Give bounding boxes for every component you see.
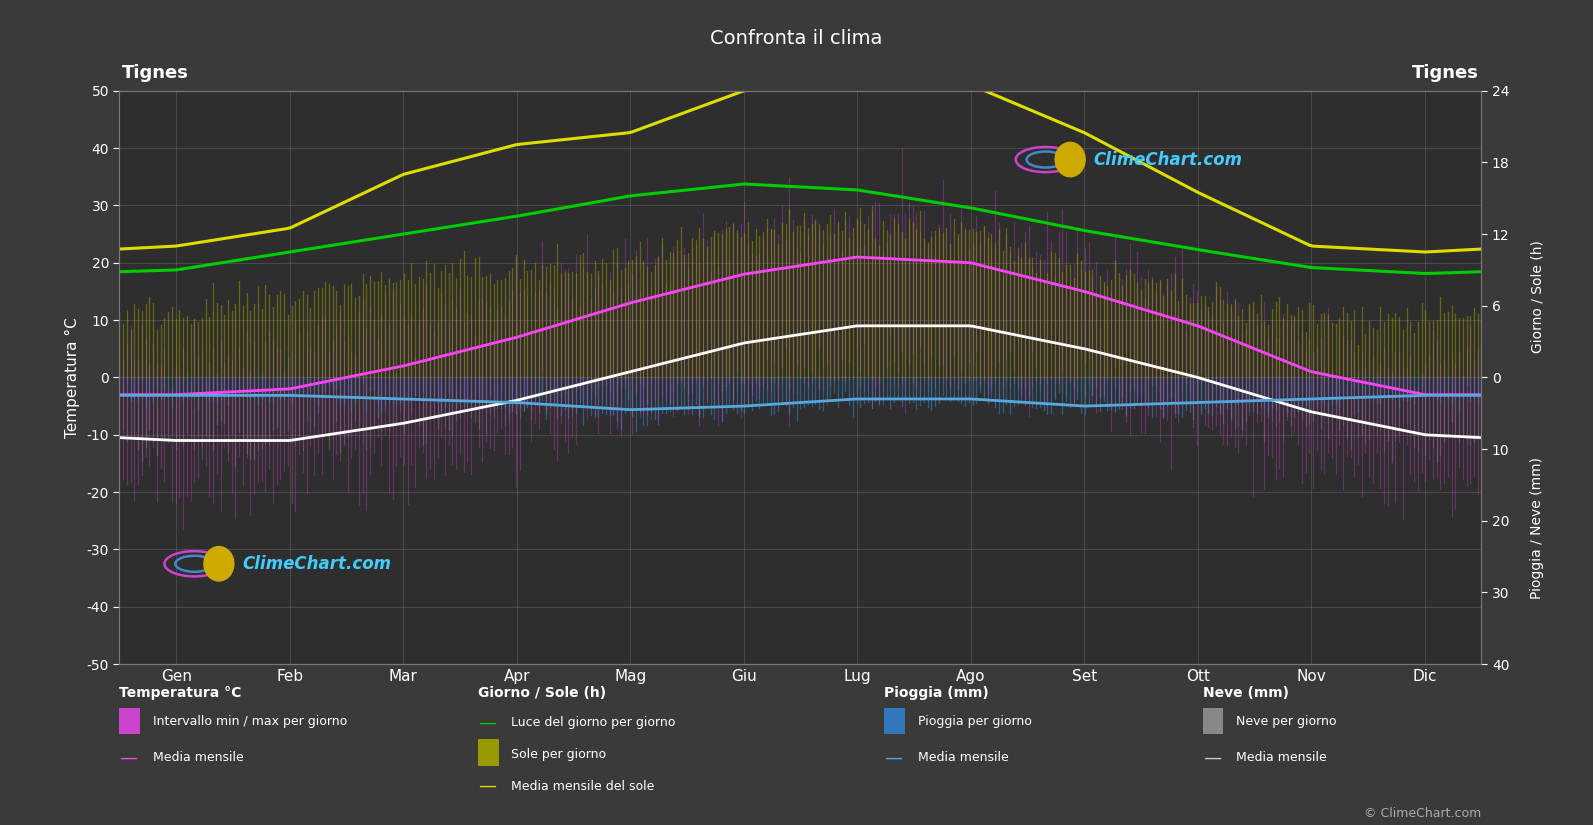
Text: Tignes: Tignes <box>1411 64 1478 82</box>
Text: Pioggia (mm): Pioggia (mm) <box>884 686 989 700</box>
Text: Media mensile: Media mensile <box>918 752 1008 765</box>
Text: Giorno / Sole (h): Giorno / Sole (h) <box>1531 241 1544 353</box>
Text: ClimeChart.com: ClimeChart.com <box>242 554 390 573</box>
Text: Tignes: Tignes <box>123 64 190 82</box>
Text: Sole per giorno: Sole per giorno <box>511 748 607 761</box>
Text: Giorno / Sole (h): Giorno / Sole (h) <box>478 686 605 700</box>
Text: ClimeChart.com: ClimeChart.com <box>1093 150 1243 168</box>
Text: Neve per giorno: Neve per giorno <box>1236 715 1337 728</box>
Ellipse shape <box>1055 143 1085 177</box>
Text: Intervallo min / max per giorno: Intervallo min / max per giorno <box>153 715 347 728</box>
Text: © ClimeChart.com: © ClimeChart.com <box>1364 807 1481 820</box>
Text: —: — <box>884 749 902 767</box>
Text: Temperatura °C: Temperatura °C <box>119 686 242 700</box>
Text: —: — <box>1203 749 1220 767</box>
Text: Media mensile: Media mensile <box>153 752 244 765</box>
Text: Pioggia per giorno: Pioggia per giorno <box>918 715 1031 728</box>
Text: —: — <box>478 777 495 795</box>
Text: —: — <box>478 714 495 732</box>
Text: —: — <box>119 749 137 767</box>
Text: Media mensile del sole: Media mensile del sole <box>511 780 655 793</box>
Text: Confronta il clima: Confronta il clima <box>710 29 883 48</box>
Text: Neve (mm): Neve (mm) <box>1203 686 1289 700</box>
Ellipse shape <box>204 547 234 581</box>
Text: Pioggia / Neve (mm): Pioggia / Neve (mm) <box>1531 457 1544 599</box>
Text: Luce del giorno per giorno: Luce del giorno per giorno <box>511 716 675 729</box>
Y-axis label: Temperatura °C: Temperatura °C <box>65 317 80 438</box>
Text: Media mensile: Media mensile <box>1236 752 1327 765</box>
